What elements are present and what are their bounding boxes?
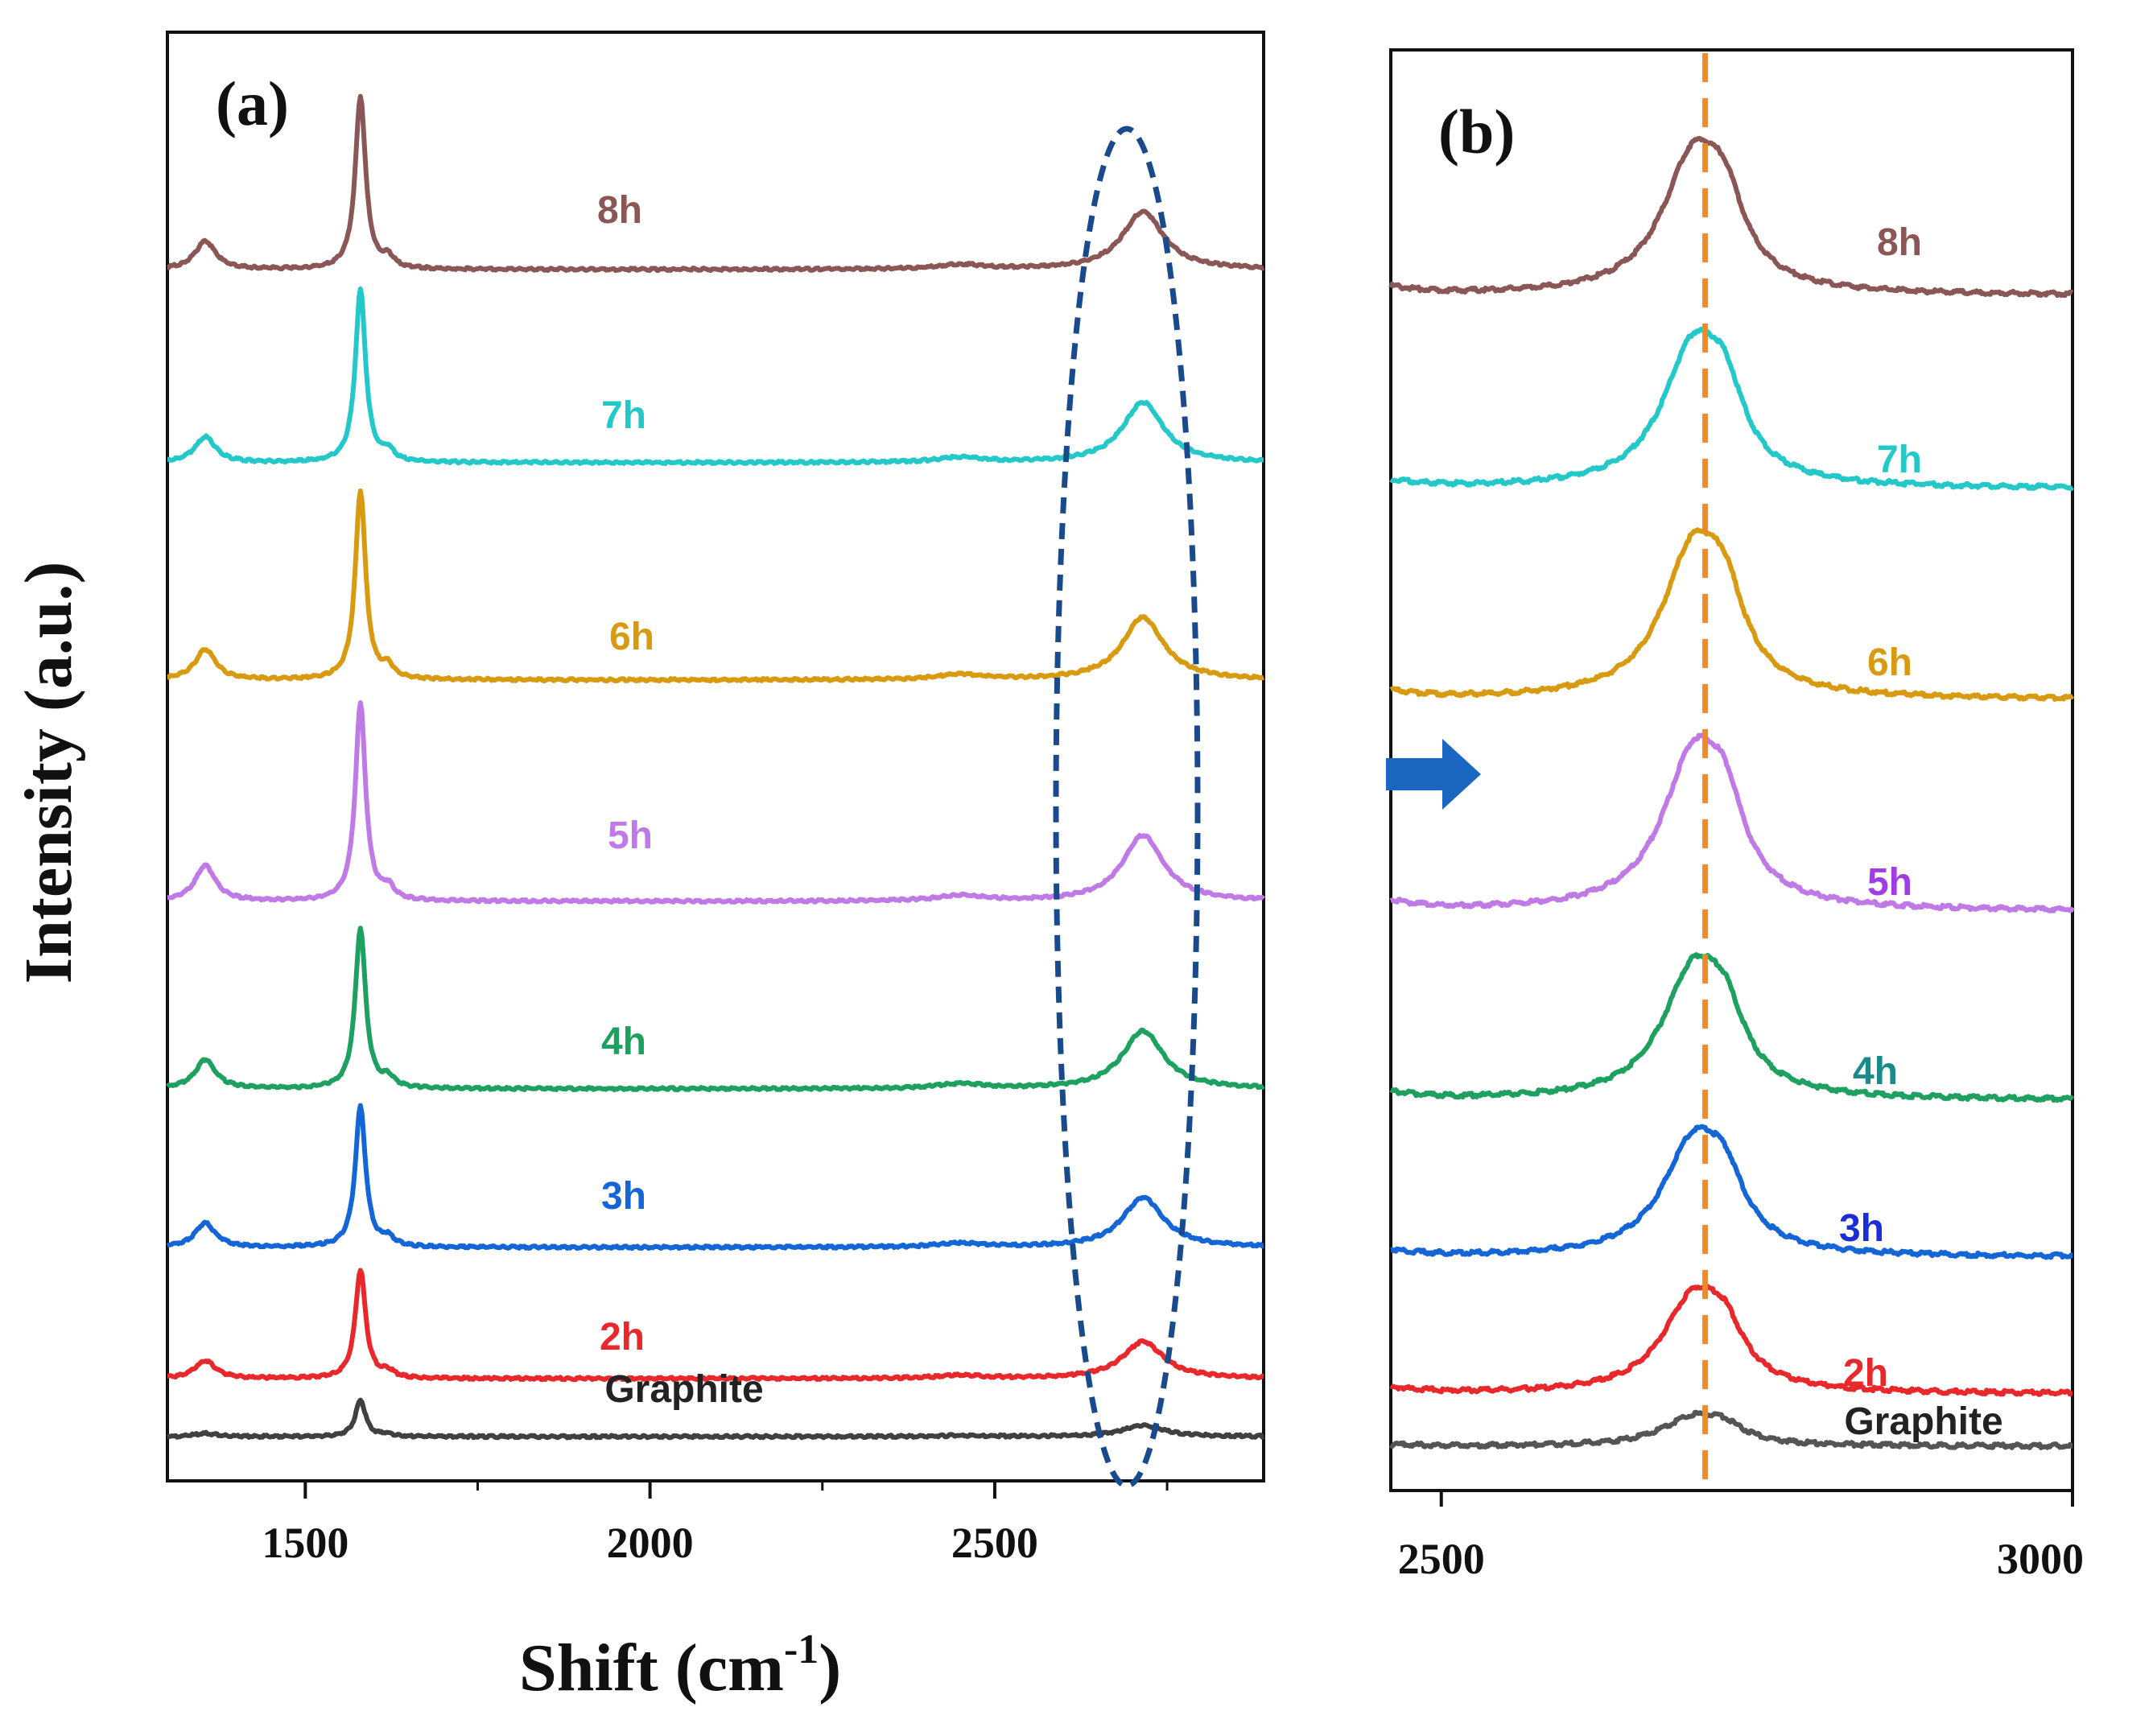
zoom-spectrum-graphite (1388, 1409, 2074, 1450)
zoom-series-label-2h: 2h (1843, 1352, 1888, 1395)
spectrum-6h (166, 488, 1265, 684)
spectrum-5h (166, 700, 1266, 905)
zoom-series-label-7h: 7h (1877, 439, 1922, 481)
panel-b-label: (b) (1438, 97, 1515, 167)
y-axis-title: Intensity (a.u.) (11, 561, 86, 983)
panel-a-x-axis: 1500 2000 2500 (262, 1481, 1169, 1567)
series-label-6h: 6h (609, 616, 654, 658)
spectrum-3h (166, 1103, 1265, 1251)
zoom-spectrum-8h (1388, 135, 2074, 299)
series-label-2h: 2h (600, 1316, 645, 1359)
zoom-spectrum-4h (1389, 952, 2075, 1103)
series-label-4h: 4h (601, 1021, 646, 1063)
zoom-series-label-8h: 8h (1877, 221, 1922, 264)
spectrum-7h (166, 286, 1265, 467)
spectrum-2h (166, 1268, 1265, 1383)
panel-a-frame (166, 31, 1265, 1482)
series-label-graphite: Graphite (604, 1368, 763, 1411)
zoom-spectrum-6h (1389, 527, 2075, 702)
series-label-8h: 8h (597, 189, 642, 232)
panel-b-frame (1389, 48, 2074, 1492)
series-label-7h: 7h (601, 394, 646, 437)
zoom-series-label-graphite: Graphite (1844, 1400, 2002, 1443)
zoom-x-tick-label: 3000 (1997, 1535, 2084, 1583)
panel-b-spectra (1388, 135, 2075, 1450)
zoom-spectrum-3h (1389, 1124, 2074, 1260)
zoom-series-label-3h: 3h (1839, 1207, 1884, 1250)
panel-b: Graphite 2h 3h 4h 5h 6h 7h 8h 2500 3000 (b) (1388, 48, 2084, 1583)
zoom-series-label-6h: 6h (1867, 641, 1912, 684)
series-label-3h: 3h (601, 1175, 646, 1218)
zoom-spectrum-7h (1389, 326, 2075, 492)
zoom-arrow-icon (1386, 739, 1481, 810)
zoom-spectrum-5h (1389, 732, 2075, 913)
spectrum-graphite (166, 1397, 1265, 1441)
spectrum-8h (166, 93, 1265, 274)
panel-b-series-labels: Graphite 2h 3h 4h 5h 6h 7h 8h (1839, 221, 2003, 1443)
panel-a-spectra (165, 93, 1266, 1441)
spectrum-4h (165, 926, 1265, 1093)
x-tick-label: 2000 (607, 1519, 694, 1567)
panel-a-label: (a) (216, 68, 289, 138)
panel-b-x-axis: 2500 3000 (1398, 1491, 2084, 1583)
panel-a-2d-band-ellipse (1053, 126, 1201, 1489)
series-label-5h: 5h (608, 814, 653, 857)
zoom-series-label-5h: 5h (1867, 861, 1912, 904)
x-axis-title: Shift (cm-1) (519, 1627, 841, 1705)
panel-a-series-labels: Graphite 2h 3h 4h 5h 6h 7h 8h (597, 189, 764, 1411)
zoom-series-label-4h: 4h (1853, 1050, 1898, 1093)
zoom-x-tick-label: 2500 (1398, 1535, 1485, 1583)
zoom-spectrum-2h (1389, 1284, 2074, 1397)
x-tick-label: 2500 (951, 1519, 1038, 1567)
x-tick-label: 1500 (262, 1519, 349, 1567)
